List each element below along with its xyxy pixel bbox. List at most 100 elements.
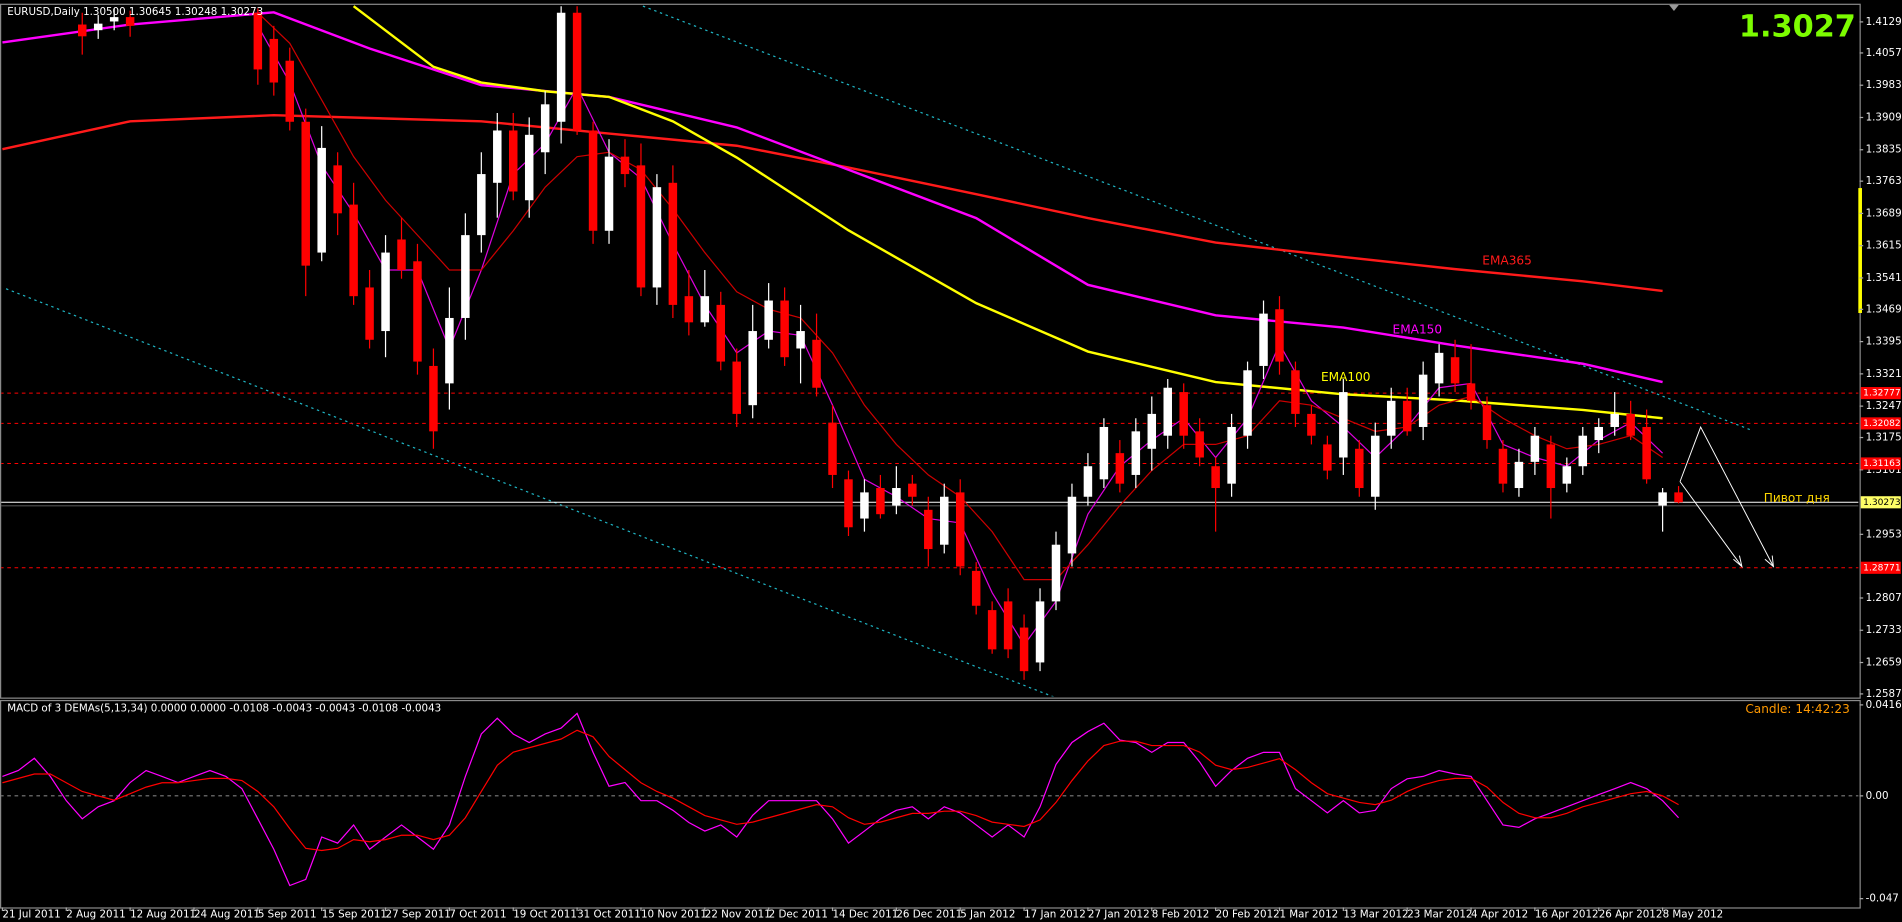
x-tick-label: 14 Dec 2011 (833, 909, 899, 921)
candle-body (971, 570, 981, 606)
main-frame (0, 3, 1861, 699)
level-box (1860, 387, 1901, 400)
candle-body (732, 361, 741, 414)
y-tick-label: 1.39838 (1866, 79, 1902, 91)
y-tick-label: 1.32478 (1866, 400, 1902, 412)
candle-body (1067, 496, 1077, 554)
candle-body (317, 147, 326, 253)
x-tick-label: 2 Aug 2011 (66, 909, 125, 921)
x-tick-label: 16 Apr 2012 (1535, 909, 1599, 921)
x-tick-label: 23 Mar 2012 (1407, 909, 1472, 921)
candle-body (1514, 461, 1524, 489)
x-tick-label: 27 Sep 2011 (386, 909, 451, 921)
candle-body (748, 331, 757, 406)
macd-plot (1, 712, 1859, 887)
main-plot (1, 5, 1859, 697)
candle-body (764, 300, 773, 340)
candle-body (1339, 392, 1348, 458)
candle-body (1035, 601, 1045, 663)
level-box (1860, 417, 1901, 430)
candle-body (381, 252, 390, 332)
candle-body (780, 300, 789, 358)
arrow-head (1733, 555, 1743, 568)
candle-body (1482, 405, 1492, 441)
x-tick-label: 21 Jul 2011 (2, 909, 60, 921)
candle-body (604, 156, 614, 231)
x-tick-label: 1 Mar 2012 (1279, 909, 1338, 921)
candle-body (301, 121, 310, 266)
x-tick-label: 5 Sep 2011 (258, 909, 317, 921)
candle-body (1163, 387, 1172, 436)
candle-body (1243, 370, 1252, 436)
candle-body (461, 235, 470, 318)
line-series (2, 712, 1680, 887)
level-label: 1.28771 (1863, 563, 1901, 573)
x-tick-label: 19 Oct 2011 (513, 909, 577, 921)
candle-body (1450, 357, 1460, 384)
y-tick-label: 1.40578 (1866, 47, 1902, 59)
level-label: 1.32777 (1863, 389, 1901, 399)
candle-body (1179, 392, 1188, 436)
candle-body (652, 187, 662, 288)
candle-body (1195, 431, 1204, 458)
x-tick-label: 7 Oct 2011 (449, 909, 506, 921)
y-tick-label: 1.28078 (1866, 592, 1902, 604)
candle-body (477, 174, 486, 236)
candle-body (636, 165, 646, 288)
ema-label: EMA100 (1321, 370, 1371, 384)
ema-label: EMA150 (1393, 322, 1443, 336)
ema-label: EMA365 (1482, 253, 1532, 267)
candle-body (1099, 426, 1109, 480)
candle-body (908, 483, 917, 497)
candle-body (620, 156, 630, 175)
candle-body (892, 488, 901, 506)
y-tick-label: 1.33218 (1866, 368, 1902, 380)
y-tick-label: 1.27338 (1866, 624, 1902, 636)
candle-body (285, 60, 295, 122)
candle-body (1498, 448, 1508, 484)
candle-body (333, 165, 342, 214)
candle-body (940, 496, 949, 545)
candle-body (796, 331, 805, 349)
candle-body (429, 365, 438, 432)
candle-body (1051, 544, 1061, 602)
line-series (2, 11, 1663, 384)
macd-frame (0, 699, 1861, 909)
line-series (2, 729, 1679, 852)
candle-body (1530, 435, 1540, 462)
level-box (1860, 457, 1901, 470)
candle-body (1291, 370, 1300, 414)
candle-body (572, 12, 582, 131)
candle-body (1147, 413, 1157, 449)
candle-body (1371, 435, 1380, 497)
y-tick-label: 1.38358 (1866, 144, 1902, 156)
candle-body (716, 304, 726, 362)
x-tick-label: 17 Jan 2012 (1024, 909, 1086, 921)
shift-marker (1669, 4, 1679, 11)
candle-body (1115, 453, 1125, 484)
candle-body (1546, 444, 1556, 489)
candle-body (253, 12, 263, 70)
candle-body (1434, 352, 1444, 384)
x-tick-label: 15 Sep 2011 (322, 909, 387, 921)
forecast-arrow (1679, 425, 1774, 567)
x-tick-label: 5 Jan 2012 (960, 909, 1015, 921)
x-tick-label: 12 Aug 2011 (130, 909, 196, 921)
candle-body (1307, 413, 1316, 436)
candle-body (1083, 466, 1093, 497)
candle-body (1003, 601, 1013, 650)
candle-body (445, 317, 454, 384)
candle-body (812, 339, 821, 388)
candle-body (413, 261, 422, 362)
x-tick-label: 20 Feb 2012 (1216, 909, 1280, 921)
x-tick-label: 26 Apr 2012 (1599, 909, 1663, 921)
macd-y-tick-label: -0.047 (1866, 893, 1899, 905)
arrow-head (1764, 555, 1775, 568)
y-tick-label: 1.39098 (1866, 111, 1902, 123)
x-tick-label: 8 Feb 2012 (1152, 909, 1210, 921)
y-tick-label: 1.41290 (1866, 16, 1902, 28)
candle-body (349, 204, 358, 297)
